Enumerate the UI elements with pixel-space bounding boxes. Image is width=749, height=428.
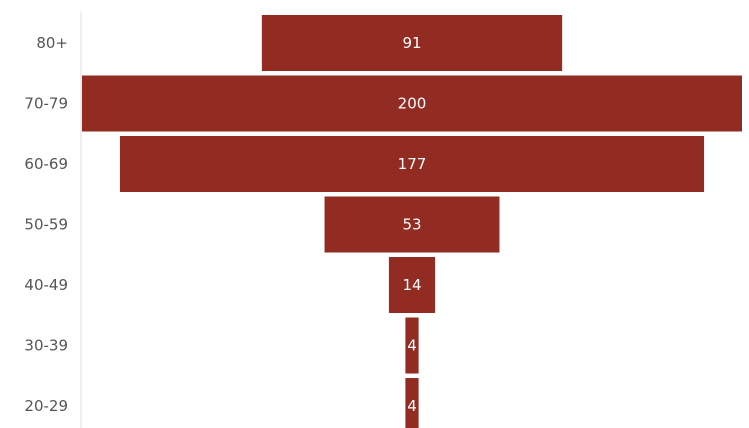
bar-value-label: 4: [407, 337, 417, 355]
bar-20-29: [405, 378, 419, 428]
category-label: 50-59: [24, 216, 68, 234]
bar-60-69: [119, 136, 705, 192]
bar-value-label: 53: [402, 216, 421, 234]
category-labels-group: 80+ 70-79 60-69 50-59 40-49 30-39 20-29: [24, 34, 68, 415]
bar-30-39: [405, 317, 419, 374]
bar-value-label: 177: [398, 155, 427, 173]
bar-value-label: 200: [398, 95, 427, 113]
bar-value-label: 14: [402, 276, 421, 294]
category-label: 40-49: [24, 276, 68, 294]
category-label: 70-79: [24, 95, 68, 113]
bar-value-label: 91: [402, 34, 421, 52]
bars-group: 91 200 177 53 14 4 4: [82, 15, 742, 428]
bar-50-59: [324, 196, 500, 253]
category-label: 30-39: [24, 337, 68, 355]
category-label: 20-29: [24, 397, 68, 415]
bar-40-49: [388, 257, 436, 313]
bar-value-label: 4: [407, 397, 417, 415]
category-label: 60-69: [24, 155, 68, 173]
bar-70-79: [82, 75, 742, 132]
category-label: 80+: [36, 34, 68, 52]
bar-80+: [261, 15, 563, 71]
